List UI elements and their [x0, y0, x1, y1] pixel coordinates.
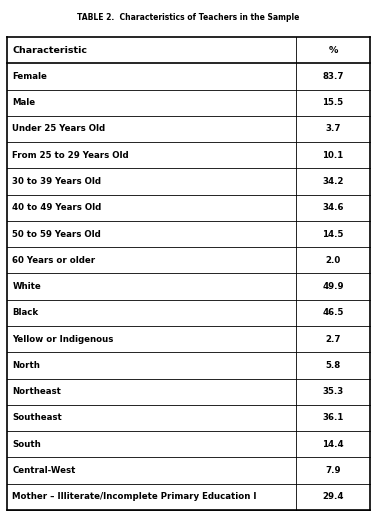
Text: 60 Years or older: 60 Years or older: [12, 256, 95, 265]
Text: 10.1: 10.1: [322, 151, 343, 160]
Text: 14.4: 14.4: [322, 439, 344, 449]
Text: North: North: [12, 361, 40, 370]
Text: Mother – Illiterate/Incomplete Primary Education I: Mother – Illiterate/Incomplete Primary E…: [12, 492, 257, 501]
Text: Central-West: Central-West: [12, 466, 76, 475]
Text: 49.9: 49.9: [322, 282, 344, 291]
Text: Southeast: Southeast: [12, 413, 62, 423]
Text: 34.6: 34.6: [322, 203, 344, 212]
Text: Yellow or Indigenous: Yellow or Indigenous: [12, 335, 114, 344]
Text: White: White: [12, 282, 41, 291]
Text: 46.5: 46.5: [322, 308, 344, 317]
Text: 50 to 59 Years Old: 50 to 59 Years Old: [12, 230, 101, 238]
Text: 5.8: 5.8: [325, 361, 340, 370]
Text: South: South: [12, 439, 41, 449]
Text: 7.9: 7.9: [325, 466, 341, 475]
Text: 35.3: 35.3: [322, 387, 343, 396]
Text: 14.5: 14.5: [322, 230, 344, 238]
Text: 2.0: 2.0: [325, 256, 340, 265]
Text: 36.1: 36.1: [322, 413, 344, 423]
Text: Characteristic: Characteristic: [12, 46, 87, 54]
Text: 15.5: 15.5: [322, 98, 343, 107]
Text: Black: Black: [12, 308, 39, 317]
Text: Male: Male: [12, 98, 35, 107]
Text: 30 to 39 Years Old: 30 to 39 Years Old: [12, 177, 101, 186]
Text: 83.7: 83.7: [322, 72, 344, 81]
Text: Northeast: Northeast: [12, 387, 61, 396]
Text: TABLE 2.  Characteristics of Teachers in the Sample: TABLE 2. Characteristics of Teachers in …: [77, 13, 300, 23]
Text: 2.7: 2.7: [325, 335, 341, 344]
Text: Under 25 Years Old: Under 25 Years Old: [12, 124, 106, 134]
Text: %: %: [328, 46, 338, 54]
Text: Female: Female: [12, 72, 48, 81]
Text: 34.2: 34.2: [322, 177, 344, 186]
Text: 3.7: 3.7: [325, 124, 341, 134]
Text: 29.4: 29.4: [322, 492, 344, 501]
Text: 40 to 49 Years Old: 40 to 49 Years Old: [12, 203, 102, 212]
Text: From 25 to 29 Years Old: From 25 to 29 Years Old: [12, 151, 129, 160]
